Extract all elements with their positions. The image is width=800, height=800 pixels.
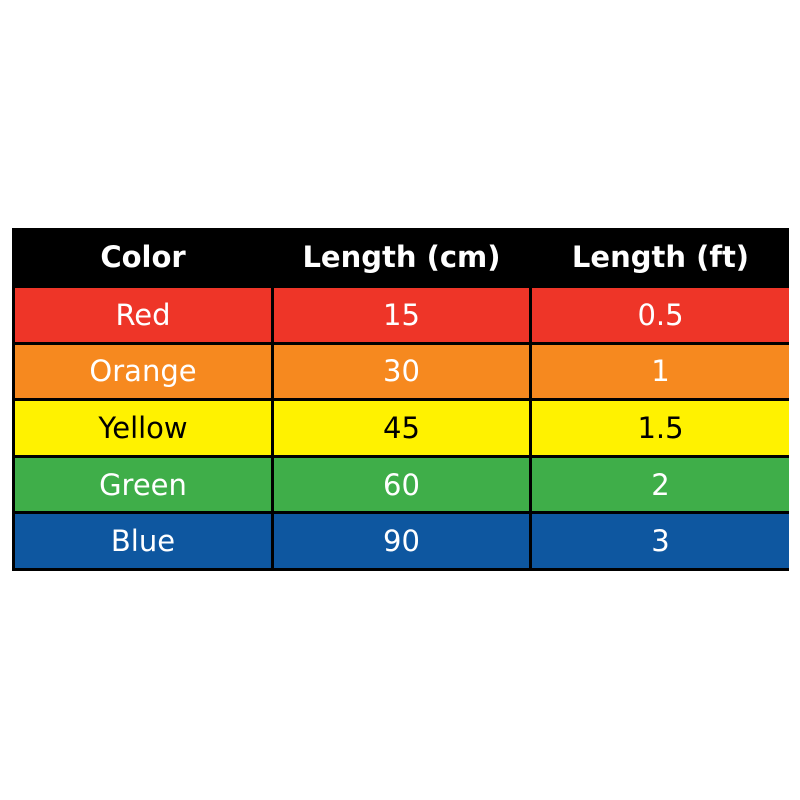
cell-color: Orange [15,344,271,399]
cell-length-ft: 3 [532,514,789,568]
cell-length-cm: 60 [274,457,529,512]
cell-length-ft: 2 [532,457,789,512]
cell-color: Red [15,288,271,342]
cell-length-cm: 15 [274,288,529,342]
header-color: Color [15,228,271,285]
cell-color: Blue [15,514,271,568]
header-length-cm: Length (cm) [274,228,529,285]
cell-color: Yellow [15,401,271,455]
cell-length-ft: 1.5 [532,401,789,455]
cell-length-cm: 45 [274,401,529,455]
length-table: Color Length (cm) Length (ft) Red 15 0.5… [12,228,789,571]
cell-length-cm: 90 [274,514,529,568]
cell-length-ft: 1 [532,344,789,399]
cell-color: Green [15,457,271,512]
cell-length-cm: 30 [274,344,529,399]
header-length-ft: Length (ft) [532,228,789,285]
cell-length-ft: 0.5 [532,288,789,342]
